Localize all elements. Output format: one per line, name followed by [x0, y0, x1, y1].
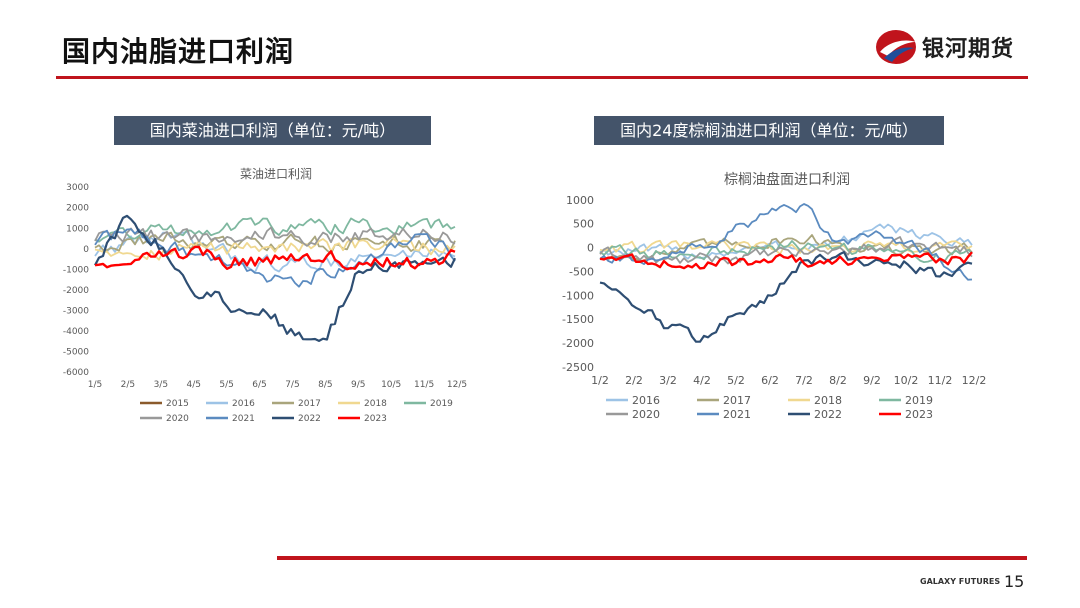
x-tick-label: 6/2 — [761, 374, 779, 387]
legend-label: 2019 — [905, 394, 933, 407]
legend-label: 2015 — [166, 399, 189, 409]
galaxy-logo-icon — [876, 30, 916, 64]
rapeseed-oil-section-label: 国内菜油进口利润（单位：元/吨） — [114, 116, 431, 145]
chart-title: 菜油进口利润 — [240, 167, 312, 181]
y-tick-label: 500 — [573, 218, 594, 231]
x-tick-label: 11/2 — [928, 374, 953, 387]
brand-name: 银河期货 — [922, 37, 1015, 62]
y-tick-label: 1000 — [566, 194, 594, 207]
legend-label: 2023 — [905, 408, 933, 421]
legend-label: 2021 — [232, 414, 255, 424]
legend-label: 2019 — [430, 399, 453, 409]
x-tick-label: 4/5 — [186, 380, 200, 390]
x-tick-label: 7/2 — [795, 374, 813, 387]
legend-label: 2023 — [364, 414, 387, 424]
y-tick-label: -2000 — [562, 337, 594, 350]
y-tick-label: 1000 — [66, 224, 89, 234]
x-tick-label: 1/2 — [591, 374, 609, 387]
footer-brand: GALAXY FUTURES — [920, 577, 1001, 586]
x-tick-label: 5/2 — [727, 374, 745, 387]
y-tick-label: 0 — [83, 245, 89, 255]
page-title: 国内油脂进口利润 — [62, 35, 295, 68]
x-tick-label: 2/2 — [625, 374, 643, 387]
rapeseed-oil-import-profit-chart: 菜油进口利润 3000 2000 1000 0 -1000 -2000 -3000 -4000 -… — [63, 167, 467, 424]
title-divider — [56, 76, 1028, 79]
x-tick-label: 10/2 — [894, 374, 919, 387]
series-line-2023 — [94, 245, 456, 271]
x-tick-label: 3/5 — [154, 380, 168, 390]
legend-label: 2018 — [814, 394, 842, 407]
series-line-2022 — [94, 214, 456, 342]
y-tick-label: -2000 — [63, 286, 89, 296]
legend-label: 2018 — [364, 399, 387, 409]
y-tick-label: -5000 — [63, 348, 89, 358]
brand-logo: 银河期货 — [874, 26, 1034, 68]
y-tick-label: -2500 — [562, 361, 594, 374]
series-line-2021 — [94, 228, 456, 288]
y-tick-label: -500 — [569, 265, 594, 278]
y-tick-label: 2000 — [66, 204, 89, 214]
legend-label: 2020 — [632, 408, 660, 421]
y-tick-label: -1000 — [63, 265, 89, 275]
x-tick-label: 9/2 — [863, 374, 881, 387]
page-number: 15 — [1004, 572, 1025, 591]
x-tick-label: 6/5 — [252, 380, 266, 390]
palm-oil-import-profit-chart: 棕榈油盘面进口利润 1000 500 0 -500 -1000 -1500 -2000 -250… — [562, 171, 987, 421]
x-tick-label: 12/5 — [447, 380, 467, 390]
x-tick-label: 9/5 — [351, 380, 365, 390]
x-tick-label: 11/5 — [414, 380, 434, 390]
series-line-2019 — [94, 217, 456, 243]
x-tick-label: 1/5 — [88, 380, 102, 390]
x-tick-label: 2/5 — [121, 380, 135, 390]
legend-label: 2016 — [632, 394, 660, 407]
series-line-2023 — [599, 251, 973, 270]
x-tick-label: 7/5 — [285, 380, 299, 390]
x-tick-label: 8/5 — [318, 380, 332, 390]
legend-label: 2016 — [232, 399, 255, 409]
series-line-2019 — [599, 240, 973, 263]
x-tick-label: 4/2 — [693, 374, 711, 387]
palm-oil-section-label: 国内24度棕榈油进口利润（单位：元/吨） — [594, 116, 944, 145]
series-line-2022 — [599, 250, 973, 343]
y-tick-label: 3000 — [66, 183, 89, 193]
legend-label: 2022 — [298, 414, 321, 424]
x-tick-label: 3/2 — [659, 374, 677, 387]
legend-label: 2022 — [814, 408, 842, 421]
series-line-2021 — [599, 203, 973, 281]
x-tick-label: 8/2 — [829, 374, 847, 387]
footer-divider — [277, 556, 1027, 560]
y-tick-label: -6000 — [63, 368, 89, 378]
x-tick-label: 10/5 — [381, 380, 401, 390]
legend-label: 2017 — [298, 399, 321, 409]
x-tick-label: 5/5 — [219, 380, 233, 390]
legend-label: 2021 — [723, 408, 751, 421]
y-tick-label: -1500 — [562, 313, 594, 326]
y-tick-label: -4000 — [63, 327, 89, 337]
chart-title: 棕榈油盘面进口利润 — [724, 171, 850, 188]
y-tick-label: -3000 — [63, 306, 89, 316]
x-tick-label: 12/2 — [962, 374, 987, 387]
y-tick-label: 0 — [587, 242, 594, 255]
legend-label: 2020 — [166, 414, 189, 424]
y-tick-label: -1000 — [562, 289, 594, 302]
legend-label: 2017 — [723, 394, 751, 407]
series-line-2017 — [94, 231, 456, 255]
